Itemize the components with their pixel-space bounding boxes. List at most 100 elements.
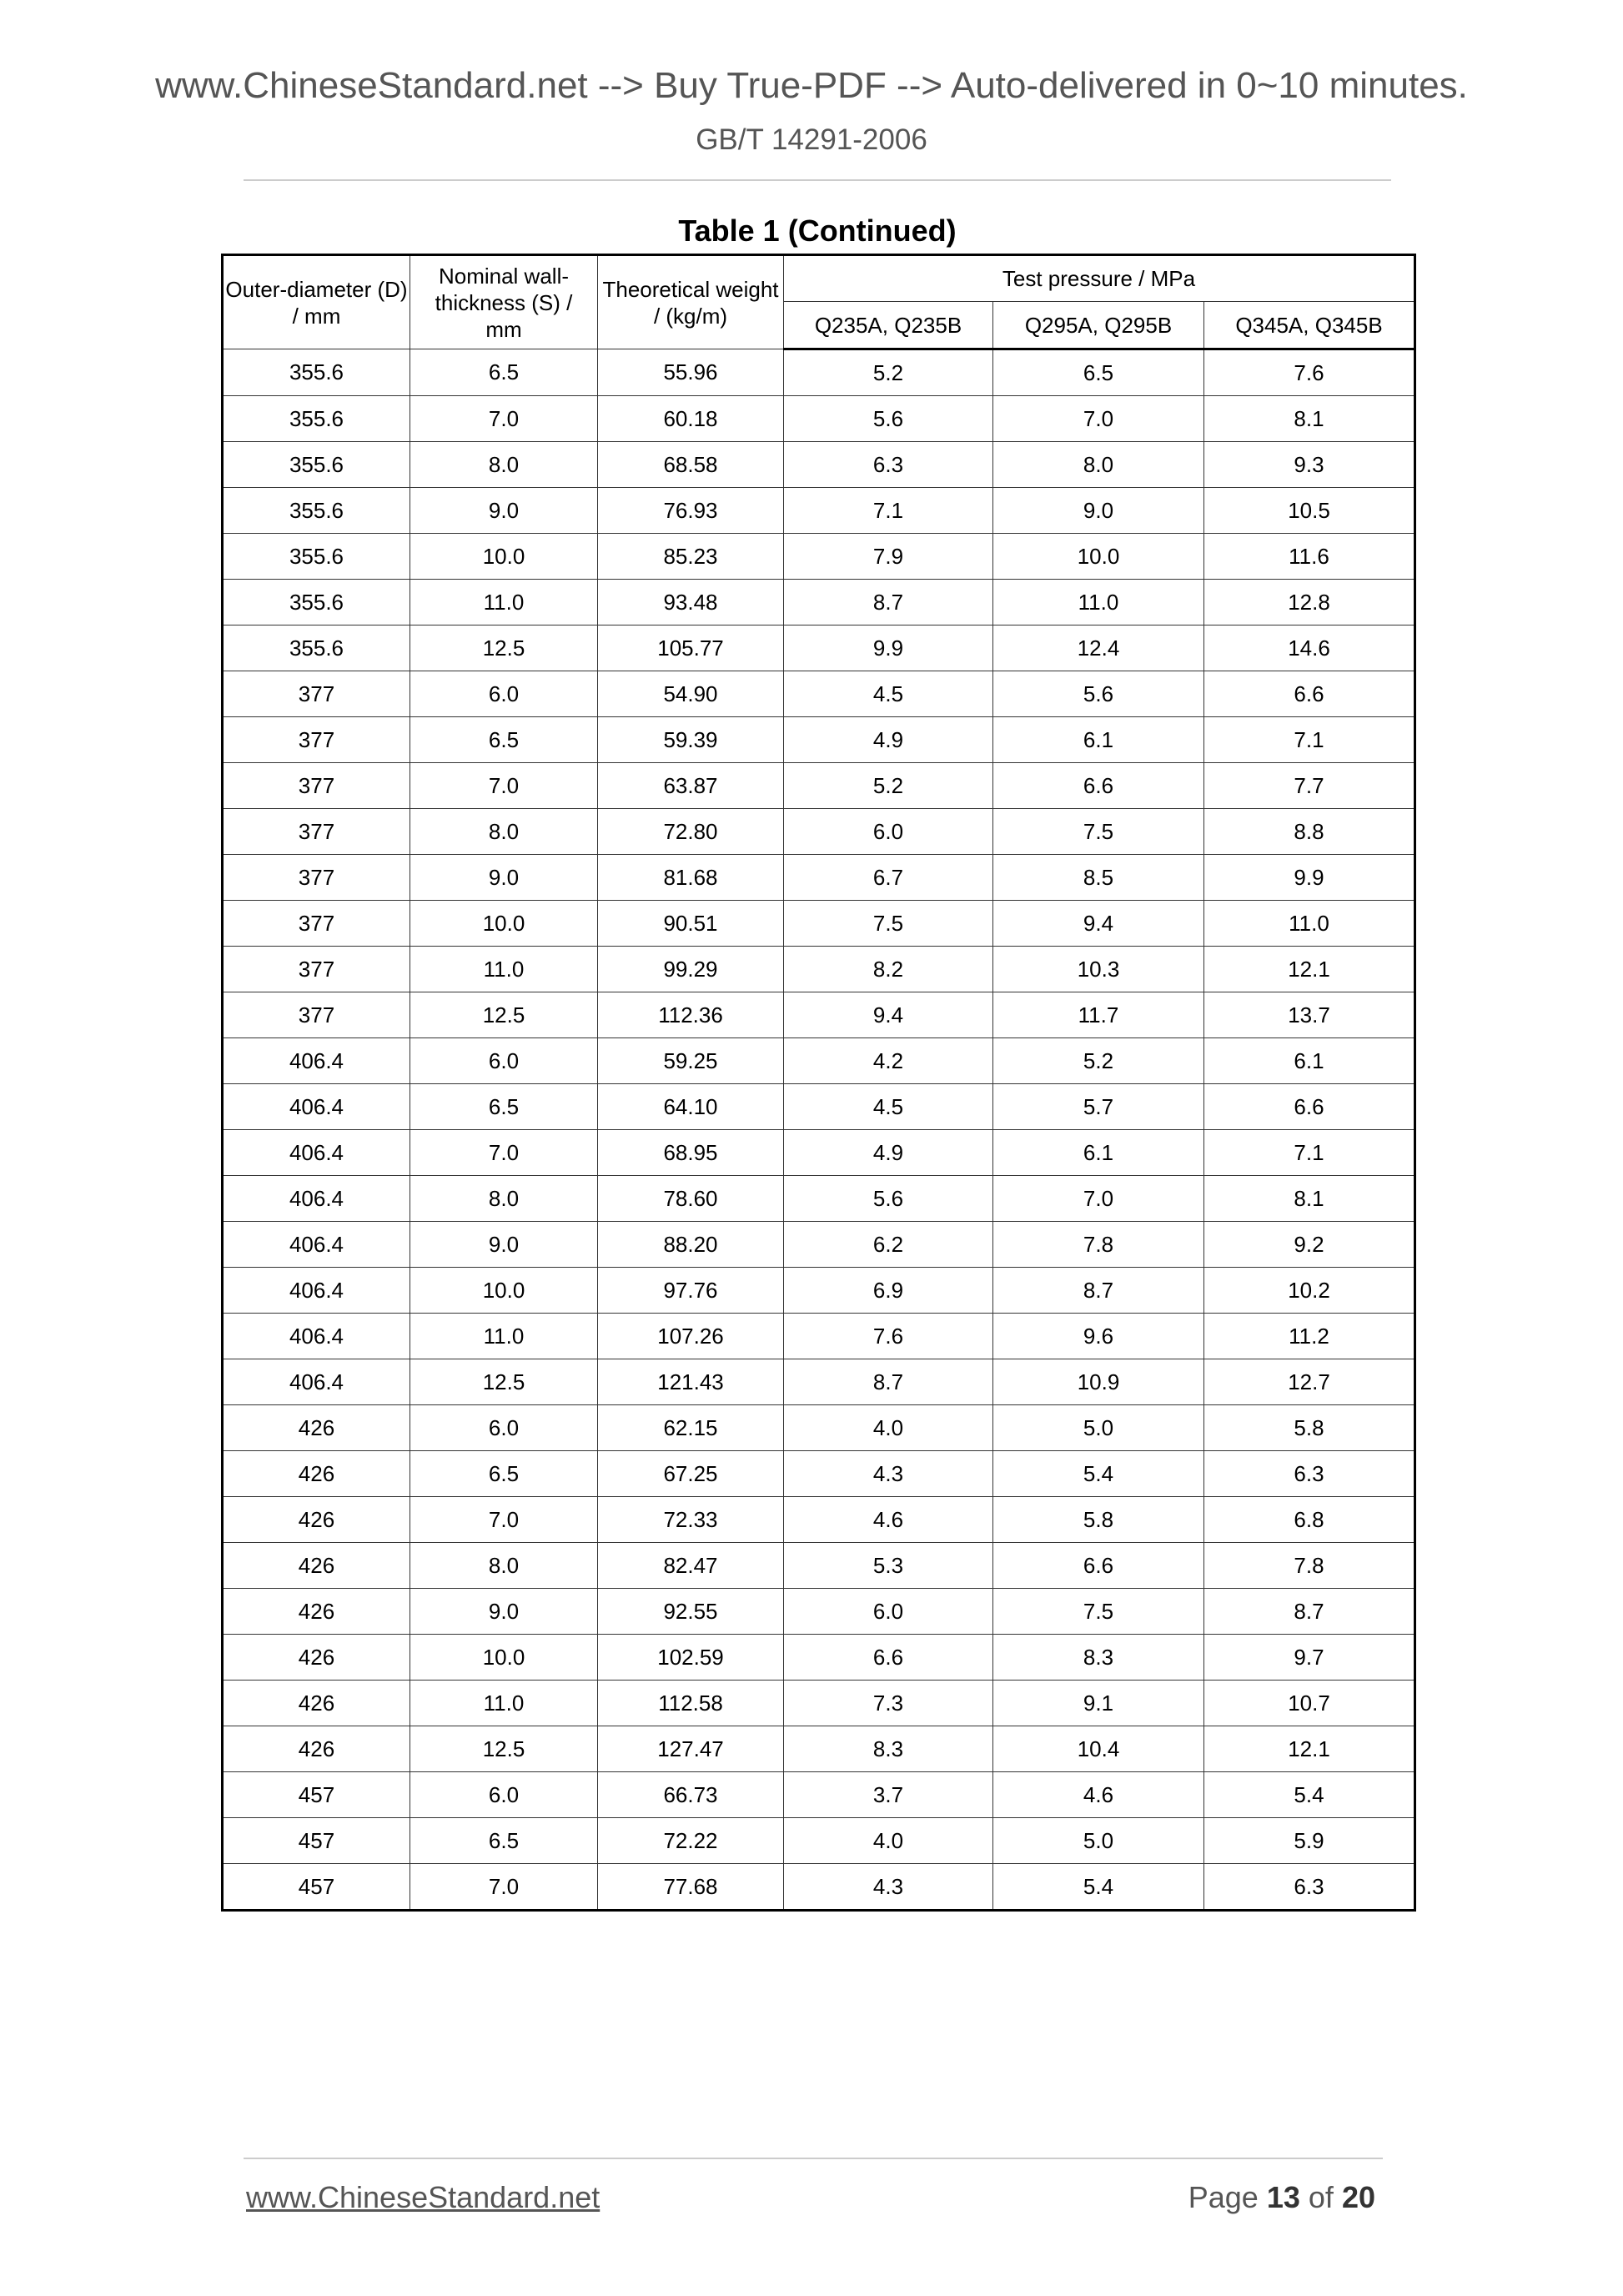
cell-pressure-q235: 4.9 [783,1129,993,1176]
cell-wall-thickness: 8.0 [410,1542,598,1589]
cell-pressure-q295: 5.7 [992,1083,1204,1130]
cell-weight: 59.39 [597,716,784,763]
cell-pressure-q235: 4.2 [783,1037,993,1084]
cell-pressure-q295: 6.6 [992,1542,1204,1589]
cell-outer-diameter: 406.4 [222,1083,410,1130]
header-weight: Theoretical weight / (kg/m) [597,254,784,349]
cell-pressure-q235: 4.5 [783,1083,993,1130]
cell-outer-diameter: 426 [222,1680,410,1726]
cell-pressure-q295: 11.7 [992,992,1204,1038]
table-row: 406.4 6.5 64.10 4.5 5.7 6.6 [222,1083,1415,1130]
cell-pressure-q235: 4.0 [783,1817,993,1864]
cell-pressure-q345: 12.7 [1203,1359,1415,1405]
cell-weight: 92.55 [597,1588,784,1635]
cell-wall-thickness: 10.0 [410,1267,598,1314]
cell-pressure-q295: 5.0 [992,1817,1204,1864]
table-body: 355.6 6.5 55.96 5.2 6.5 7.6 355.6 7.0 60.18 5.6 7.… [222,349,1415,1911]
cell-pressure-q295: 5.6 [992,671,1204,717]
table-row: 457 6.5 72.22 4.0 5.0 5.9 [222,1817,1415,1864]
cell-pressure-q235: 6.0 [783,1588,993,1635]
cell-outer-diameter: 406.4 [222,1267,410,1314]
cell-outer-diameter: 426 [222,1588,410,1635]
cell-outer-diameter: 457 [222,1863,410,1911]
cell-pressure-q345: 9.2 [1203,1221,1415,1268]
cell-pressure-q295: 10.9 [992,1359,1204,1405]
table-row: 355.6 9.0 76.93 7.1 9.0 10.5 [222,487,1415,534]
cell-pressure-q235: 5.6 [783,1175,993,1222]
cell-outer-diameter: 355.6 [222,441,410,488]
cell-wall-thickness: 7.0 [410,395,598,442]
cell-weight: 66.73 [597,1771,784,1818]
table-row: 355.6 8.0 68.58 6.3 8.0 9.3 [222,441,1415,488]
cell-pressure-q235: 8.7 [783,1359,993,1405]
cell-pressure-q345: 9.9 [1203,854,1415,901]
footer-site-link[interactable]: www.ChineseStandard.net [246,2180,600,2214]
cell-pressure-q235: 9.9 [783,625,993,671]
cell-wall-thickness: 6.0 [410,1771,598,1818]
cell-outer-diameter: 355.6 [222,533,410,580]
cell-pressure-q345: 10.2 [1203,1267,1415,1314]
cell-pressure-q295: 9.6 [992,1313,1204,1359]
cell-weight: 99.29 [597,946,784,992]
cell-weight: 64.10 [597,1083,784,1130]
cell-pressure-q295: 9.1 [992,1680,1204,1726]
cell-pressure-q295: 10.0 [992,533,1204,580]
cell-pressure-q295: 9.0 [992,487,1204,534]
table-row: 426 10.0 102.59 6.6 8.3 9.7 [222,1634,1415,1681]
cell-outer-diameter: 457 [222,1771,410,1818]
banner-text: www.ChineseStandard.net --> Buy True-PDF… [155,65,1468,106]
cell-pressure-q235: 4.3 [783,1863,993,1911]
cell-wall-thickness: 6.5 [410,1817,598,1864]
cell-outer-diameter: 406.4 [222,1313,410,1359]
cell-pressure-q235: 6.3 [783,441,993,488]
cell-weight: 102.59 [597,1634,784,1681]
cell-outer-diameter: 426 [222,1450,410,1497]
cell-weight: 60.18 [597,395,784,442]
cell-weight: 121.43 [597,1359,784,1405]
cell-wall-thickness: 12.5 [410,992,598,1038]
cell-pressure-q235: 7.1 [783,487,993,534]
cell-pressure-q235: 4.3 [783,1450,993,1497]
cell-pressure-q295: 8.7 [992,1267,1204,1314]
cell-pressure-q345: 6.6 [1203,671,1415,717]
cell-pressure-q235: 9.4 [783,992,993,1038]
cell-wall-thickness: 6.0 [410,1037,598,1084]
table-row: 406.4 10.0 97.76 6.9 8.7 10.2 [222,1267,1415,1314]
cell-pressure-q295: 8.3 [992,1634,1204,1681]
cell-weight: 72.22 [597,1817,784,1864]
cell-outer-diameter: 377 [222,854,410,901]
cell-pressure-q235: 7.3 [783,1680,993,1726]
header-divider [244,179,1391,181]
cell-pressure-q235: 7.9 [783,533,993,580]
cell-pressure-q295: 5.2 [992,1037,1204,1084]
cell-pressure-q295: 8.5 [992,854,1204,901]
cell-wall-thickness: 12.5 [410,625,598,671]
cell-pressure-q295: 5.4 [992,1450,1204,1497]
cell-outer-diameter: 426 [222,1542,410,1589]
table-row: 355.6 10.0 85.23 7.9 10.0 11.6 [222,533,1415,580]
footer-divider [244,2158,1383,2159]
cell-wall-thickness: 8.0 [410,441,598,488]
cell-pressure-q345: 9.3 [1203,441,1415,488]
table-row: 355.6 7.0 60.18 5.6 7.0 8.1 [222,395,1415,442]
cell-wall-thickness: 6.5 [410,1083,598,1130]
cell-wall-thickness: 7.0 [410,762,598,809]
cell-weight: 72.33 [597,1496,784,1543]
cell-pressure-q295: 5.8 [992,1496,1204,1543]
cell-pressure-q345: 12.1 [1203,946,1415,992]
cell-pressure-q235: 5.6 [783,395,993,442]
cell-pressure-q345: 11.6 [1203,533,1415,580]
cell-pressure-q345: 10.7 [1203,1680,1415,1726]
cell-pressure-q345: 13.7 [1203,992,1415,1038]
cell-outer-diameter: 377 [222,762,410,809]
table-row: 377 8.0 72.80 6.0 7.5 8.8 [222,808,1415,855]
cell-pressure-q295: 7.5 [992,1588,1204,1635]
table-row: 377 9.0 81.68 6.7 8.5 9.9 [222,854,1415,901]
cell-wall-thickness: 7.0 [410,1129,598,1176]
page-indicator: Page 13 of 20 [1188,2180,1375,2215]
table-row: 426 8.0 82.47 5.3 6.6 7.8 [222,1542,1415,1589]
cell-weight: 81.68 [597,854,784,901]
cell-pressure-q235: 7.5 [783,900,993,947]
cell-wall-thickness: 11.0 [410,579,598,625]
cell-pressure-q295: 7.0 [992,1175,1204,1222]
